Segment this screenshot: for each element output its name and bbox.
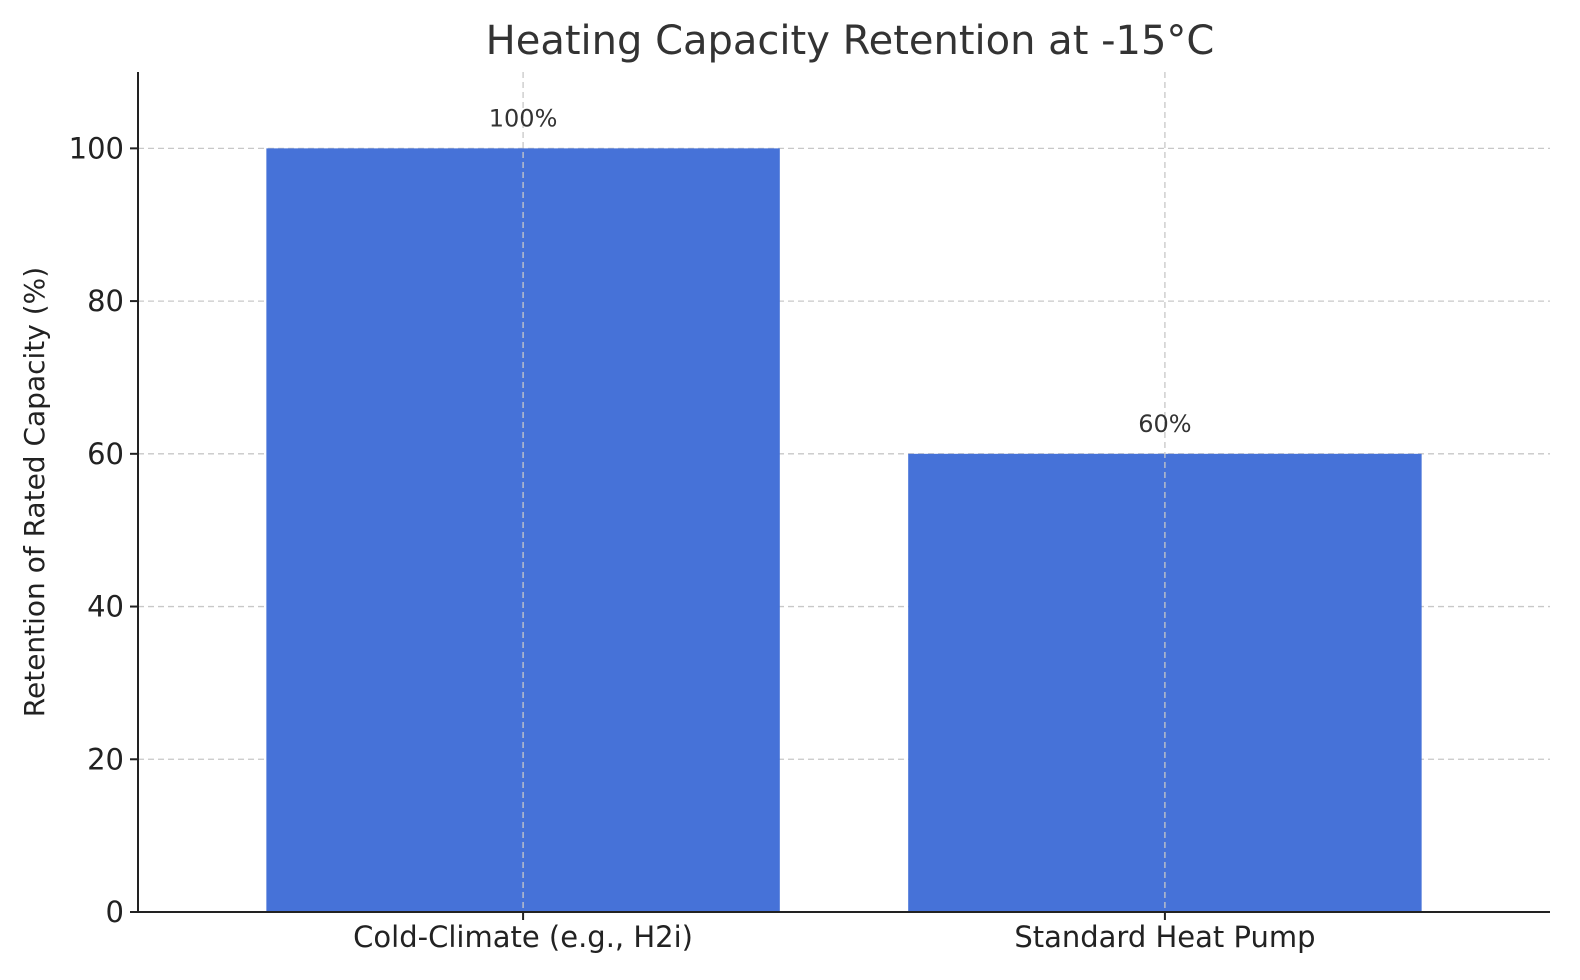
y-tick-label: 100 bbox=[69, 131, 124, 165]
bar-data-label: 100% bbox=[489, 104, 558, 132]
vertical-grid-layer bbox=[522, 72, 1166, 912]
axis-layer bbox=[130, 72, 1550, 920]
y-axis-label: Retention of Rated Capacity (%) bbox=[18, 267, 51, 717]
label-layer: 0 20 40 60 80 100 Cold-Climate (e.g., H2i) 100%… bbox=[69, 104, 1316, 954]
y-tick-label: 80 bbox=[87, 284, 124, 318]
bar-data-label: 60% bbox=[1138, 410, 1191, 438]
y-tick-label: 40 bbox=[87, 590, 124, 624]
x-tick-label: Standard Heat Pump bbox=[1014, 920, 1315, 954]
chart-title: Heating Capacity Retention at -15°C bbox=[486, 18, 1215, 64]
bar-layer bbox=[266, 148, 1422, 912]
y-tick-label: 0 bbox=[106, 895, 124, 929]
y-tick-label: 60 bbox=[87, 437, 124, 471]
x-tick-label: Cold-Climate (e.g., H2i) bbox=[353, 920, 693, 954]
y-tick-label: 20 bbox=[87, 742, 124, 776]
